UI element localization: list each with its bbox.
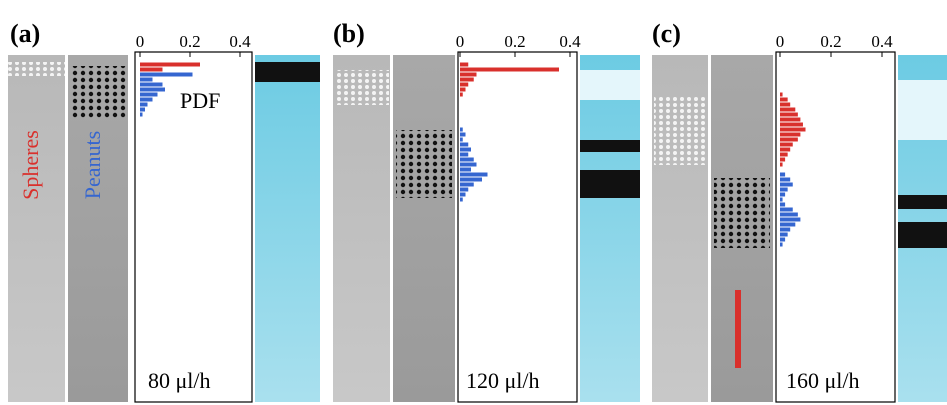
flow-rate: 160 μl/h bbox=[786, 368, 860, 393]
x-tick-label: 0.2 bbox=[820, 32, 841, 51]
bar bbox=[780, 172, 786, 177]
bar bbox=[140, 112, 143, 117]
bar bbox=[780, 107, 796, 112]
bar bbox=[460, 147, 471, 152]
bar bbox=[140, 82, 163, 87]
bar bbox=[140, 77, 153, 82]
bar bbox=[460, 82, 469, 87]
bar bbox=[140, 107, 145, 112]
x-tick-label: 0 bbox=[456, 32, 465, 51]
bar bbox=[780, 202, 786, 207]
bar bbox=[780, 222, 796, 227]
series-name: Spheres bbox=[18, 130, 43, 200]
bar bbox=[140, 67, 163, 72]
x-tick-label: 0.4 bbox=[229, 32, 251, 51]
bar bbox=[460, 67, 559, 72]
bar bbox=[460, 142, 469, 147]
bar bbox=[140, 87, 165, 92]
x-tick-label: 0.4 bbox=[559, 32, 581, 51]
bar bbox=[460, 157, 474, 162]
bar bbox=[460, 132, 466, 137]
bar bbox=[780, 147, 791, 152]
bar bbox=[460, 197, 463, 202]
bar bbox=[460, 177, 482, 182]
bar bbox=[780, 152, 788, 157]
bar bbox=[780, 227, 791, 232]
bar bbox=[780, 232, 788, 237]
bar bbox=[140, 72, 193, 77]
bar bbox=[780, 237, 786, 242]
bar bbox=[460, 127, 463, 132]
x-tick-label: 0 bbox=[136, 32, 145, 51]
bar bbox=[460, 92, 463, 97]
images bbox=[8, 55, 947, 402]
bar bbox=[780, 182, 793, 187]
bar bbox=[460, 77, 474, 82]
bar bbox=[780, 207, 793, 212]
bar bbox=[780, 122, 803, 127]
bar bbox=[780, 97, 788, 102]
pdf-label: PDF bbox=[180, 88, 220, 113]
bar bbox=[460, 192, 466, 197]
plot-box bbox=[775, 51, 896, 403]
bar bbox=[460, 87, 466, 92]
bar bbox=[780, 92, 783, 97]
bar bbox=[780, 242, 783, 247]
flow-rate: 120 μl/h bbox=[466, 368, 540, 393]
bar bbox=[460, 152, 469, 157]
bar bbox=[780, 142, 793, 147]
bar bbox=[780, 112, 798, 117]
bar bbox=[780, 177, 791, 182]
plot-box bbox=[457, 51, 578, 403]
bar bbox=[140, 92, 158, 97]
bar bbox=[460, 182, 474, 187]
bar bbox=[780, 187, 788, 192]
bar bbox=[460, 137, 463, 142]
bar bbox=[460, 162, 477, 167]
bar bbox=[460, 172, 488, 177]
x-tick-label: 0 bbox=[776, 32, 785, 51]
x-tick-label: 0.4 bbox=[871, 32, 893, 51]
bar bbox=[780, 132, 801, 137]
bar bbox=[780, 192, 786, 197]
panel-label: (a) bbox=[10, 19, 40, 48]
panel-label: (b) bbox=[333, 19, 365, 48]
bar bbox=[460, 167, 471, 172]
bar bbox=[780, 117, 801, 122]
bar bbox=[780, 137, 798, 142]
plot-box bbox=[134, 51, 253, 403]
bar bbox=[460, 72, 477, 77]
bar bbox=[140, 62, 200, 67]
bar bbox=[780, 197, 783, 202]
bar bbox=[780, 127, 806, 132]
bar bbox=[140, 102, 148, 107]
panel-label: (c) bbox=[652, 19, 681, 48]
bar bbox=[780, 217, 801, 222]
bar bbox=[460, 187, 469, 192]
bar bbox=[780, 212, 798, 217]
x-tick-label: 0.2 bbox=[504, 32, 525, 51]
bar bbox=[140, 97, 153, 102]
bar bbox=[460, 62, 469, 67]
series-name: Peanuts bbox=[80, 131, 105, 199]
bar bbox=[780, 162, 783, 167]
x-tick-label: 0.2 bbox=[179, 32, 200, 51]
flow-rate: 80 μl/h bbox=[148, 368, 211, 393]
bar bbox=[780, 157, 786, 162]
bar bbox=[780, 102, 791, 107]
